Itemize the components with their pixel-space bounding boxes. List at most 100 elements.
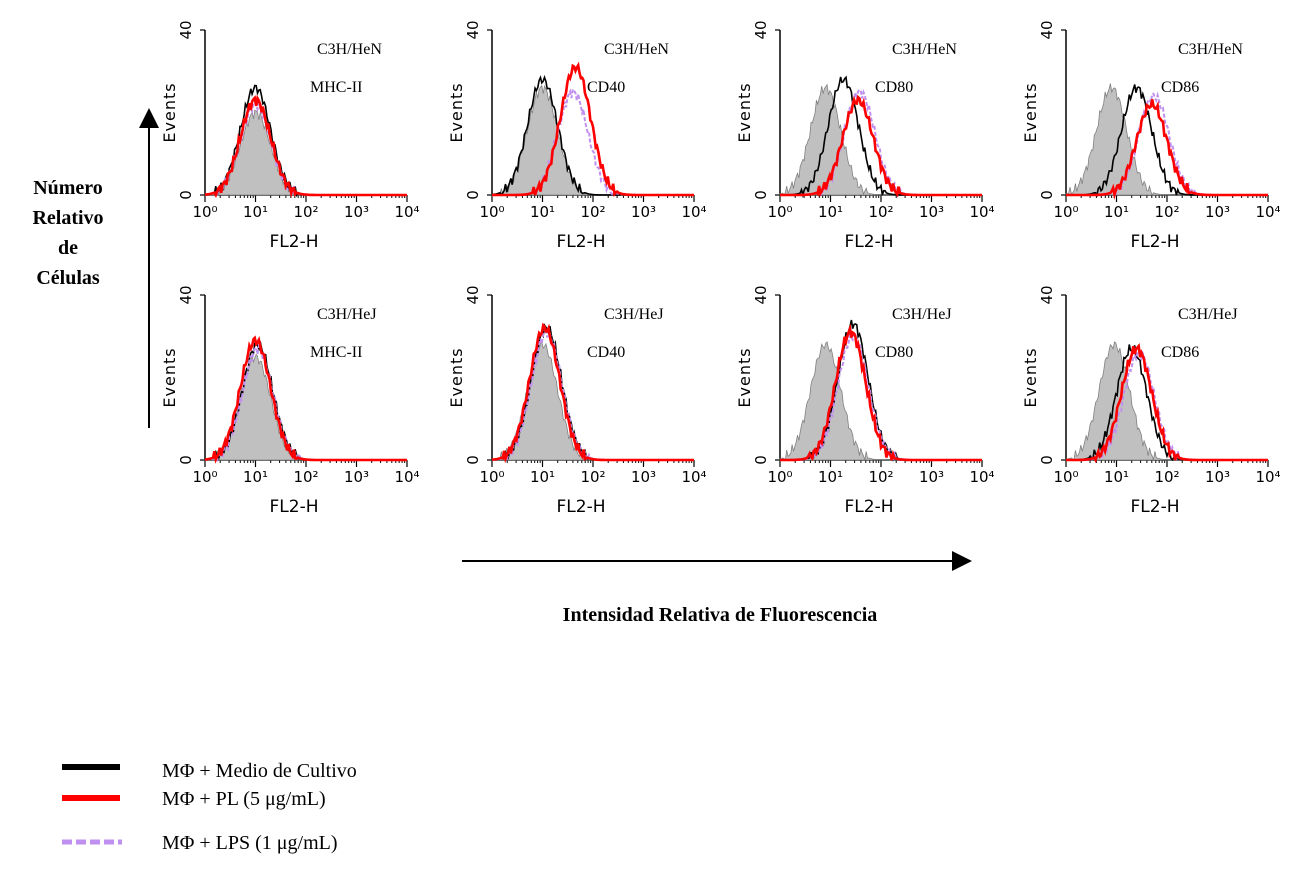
x-tick-label: 10³ [1205,468,1230,486]
x-axis-caption: Intensidad Relativa de Fluorescencia [562,604,878,626]
y-axis-title: Events [160,82,179,142]
x-tick-label: 10⁰ [192,203,217,221]
marker-label: MHC-II [310,344,362,361]
series-pl-line [491,322,694,464]
x-tick-label: 10⁰ [192,468,217,486]
y-tick-label: 0 [1038,190,1056,200]
histogram-panel: 0 40 Events 10⁰ 10¹ 10² 10³ 10⁴ FL2-H C3H/HeJ MHC-… [160,285,420,517]
x-axis-title: FL2-H [1131,497,1180,517]
legend-label: MΦ + Medio de Cultivo [162,760,357,782]
x-tick-label: 10⁴ [681,203,706,221]
x-tick-label: 10² [868,468,893,486]
histogram-panel: 0 40 Events 10⁰ 10¹ 10² 10³ 10⁴ FL2-H C3H/HeJ CD80 [735,285,995,517]
x-tick-label: 10² [580,203,605,221]
x-tick-label: 10⁴ [1255,468,1280,486]
y-tick-label: 40 [464,20,482,39]
x-tick-label: 10⁰ [1053,468,1078,486]
x-tick-label: 10¹ [243,468,268,486]
marker-label: CD80 [875,344,913,361]
x-tick-label: 10¹ [530,203,555,221]
y-tick-label: 40 [752,285,770,304]
x-axis-title: FL2-H [557,497,606,517]
y-tick-label: 40 [177,20,195,39]
series-pl-line [204,335,407,464]
histogram-panel: 0 40 Events 10⁰ 10¹ 10² 10³ 10⁴ FL2-H C3H/HeN CD86 [1021,20,1281,252]
x-tick-label: 10¹ [818,468,843,486]
y-tick-label: 0 [752,455,770,465]
marker-label: CD86 [1161,344,1199,361]
strain-label: C3H/HeN [1178,41,1243,58]
x-axis-title: FL2-H [845,232,894,252]
y-tick-label: 0 [752,190,770,200]
strain-label: C3H/HeN [317,41,382,58]
strain-label: C3H/HeN [604,41,669,58]
y-caption-line: Número [33,177,103,199]
x-tick-label: 10¹ [530,468,555,486]
series-pl-line [1066,99,1268,200]
legend-label: MΦ + PL (5 μg/mL) [162,788,326,810]
y-axis-title: Events [735,82,754,142]
y-tick-label: 40 [1038,20,1056,39]
strain-label: C3H/HeJ [604,306,664,323]
x-tick-label: 10² [868,203,893,221]
series-pl-line [204,94,407,199]
y-tick-label: 0 [177,190,195,200]
y-tick-label: 0 [464,190,482,200]
legend-item-pl: MΦ + PL (5 μg/mL) [60,788,480,818]
histogram-panel: 0 40 Events 10⁰ 10¹ 10² 10³ 10⁴ FL2-H C3H/HeJ CD86 [1021,285,1281,517]
x-tick-label: 10⁰ [1053,203,1078,221]
y-caption-line: Células [36,267,100,289]
x-tick-label: 10³ [631,468,656,486]
y-tick-label: 40 [177,285,195,304]
x-tick-label: 10³ [344,203,369,221]
x-axis-title: FL2-H [557,232,606,252]
x-tick-label: 10⁰ [767,203,792,221]
x-tick-label: 10³ [919,468,944,486]
series-pl-line [492,61,694,198]
x-tick-label: 10⁴ [969,468,994,486]
x-tick-label: 10³ [919,203,944,221]
y-tick-label: 40 [1038,285,1056,304]
x-tick-label: 10⁴ [394,468,419,486]
legend-swatch-solid-red [62,795,120,801]
strain-label: C3H/HeJ [892,306,952,323]
legend-label: MΦ + LPS (1 μg/mL) [162,832,338,854]
strain-label: C3H/HeJ [1178,306,1238,323]
series-isotype-area [779,83,982,196]
x-tick-label: 10⁴ [681,468,706,486]
y-axis-title: Events [735,347,754,407]
strain-label: C3H/HeJ [317,306,377,323]
y-axis-title: Events [447,82,466,142]
marker-label: CD80 [875,79,913,96]
y-tick-label: 0 [177,455,195,465]
marker-label: CD40 [587,344,625,361]
x-tick-label: 10¹ [1104,468,1129,486]
x-direction-arrow [462,551,972,571]
x-tick-label: 10² [293,468,318,486]
series-pl-line [1066,343,1268,464]
series-pl-line [780,323,982,462]
x-tick-label: 10² [580,468,605,486]
y-tick-label: 0 [464,455,482,465]
x-axis-title: FL2-H [270,232,319,252]
x-tick-label: 10⁰ [479,468,504,486]
y-tick-label: 0 [1038,455,1056,465]
x-tick-label: 10³ [631,203,656,221]
legend: MΦ + Medio de Cultivo MΦ + PL (5 μg/mL) … [60,760,500,870]
y-axis-title: Events [1021,82,1040,142]
histogram-panel: 0 40 Events 10⁰ 10¹ 10² 10³ 10⁴ FL2-H C3H/HeN MHC-… [160,20,420,252]
series-pl-line [780,94,982,198]
legend-swatch-solid-black [62,764,120,770]
histogram-panel: 0 40 Events 10⁰ 10¹ 10² 10³ 10⁴ FL2-H C3H/HeJ CD40 [447,285,707,517]
marker-label: CD40 [587,79,625,96]
histogram-panels: 0 40 Events 10⁰ 10¹ 10² 10³ 10⁴ FL2-H C3H/HeN MHC-… [160,20,1281,517]
x-tick-label: 10² [293,203,318,221]
strain-label: C3H/HeN [892,41,957,58]
series-isotype-area [491,84,694,197]
marker-label: CD86 [1161,79,1199,96]
y-caption-line: de [58,237,78,259]
y-direction-arrow [139,108,159,428]
y-axis-title: Events [1021,347,1040,407]
x-tick-label: 10¹ [1104,203,1129,221]
histogram-panel: 0 40 Events 10⁰ 10¹ 10² 10³ 10⁴ FL2-H C3H/HeN CD40 [447,20,707,252]
